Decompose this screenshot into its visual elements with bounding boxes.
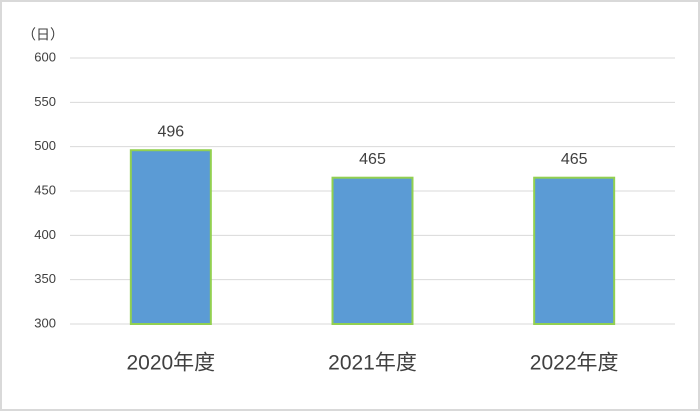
x-tick-label: 2020年度 <box>126 352 215 375</box>
bar <box>533 176 616 325</box>
y-tick-label: 600 <box>34 49 56 64</box>
x-tick-label: 2021年度 <box>328 352 417 375</box>
y-tick-label: 350 <box>34 271 56 286</box>
y-tick-label: 300 <box>34 315 56 330</box>
x-tick-label: 2022年度 <box>530 352 619 375</box>
y-tick-label: 500 <box>34 138 56 153</box>
data-label: 465 <box>561 151 588 168</box>
y-tick-label: 550 <box>34 94 56 109</box>
y-tick-label: 400 <box>34 227 56 242</box>
y-tick-label: 450 <box>34 182 56 197</box>
bar <box>129 149 212 325</box>
bar <box>331 176 414 325</box>
data-label: 465 <box>359 151 386 168</box>
y-axis-unit: （日） <box>22 27 64 43</box>
data-label: 496 <box>157 123 184 140</box>
